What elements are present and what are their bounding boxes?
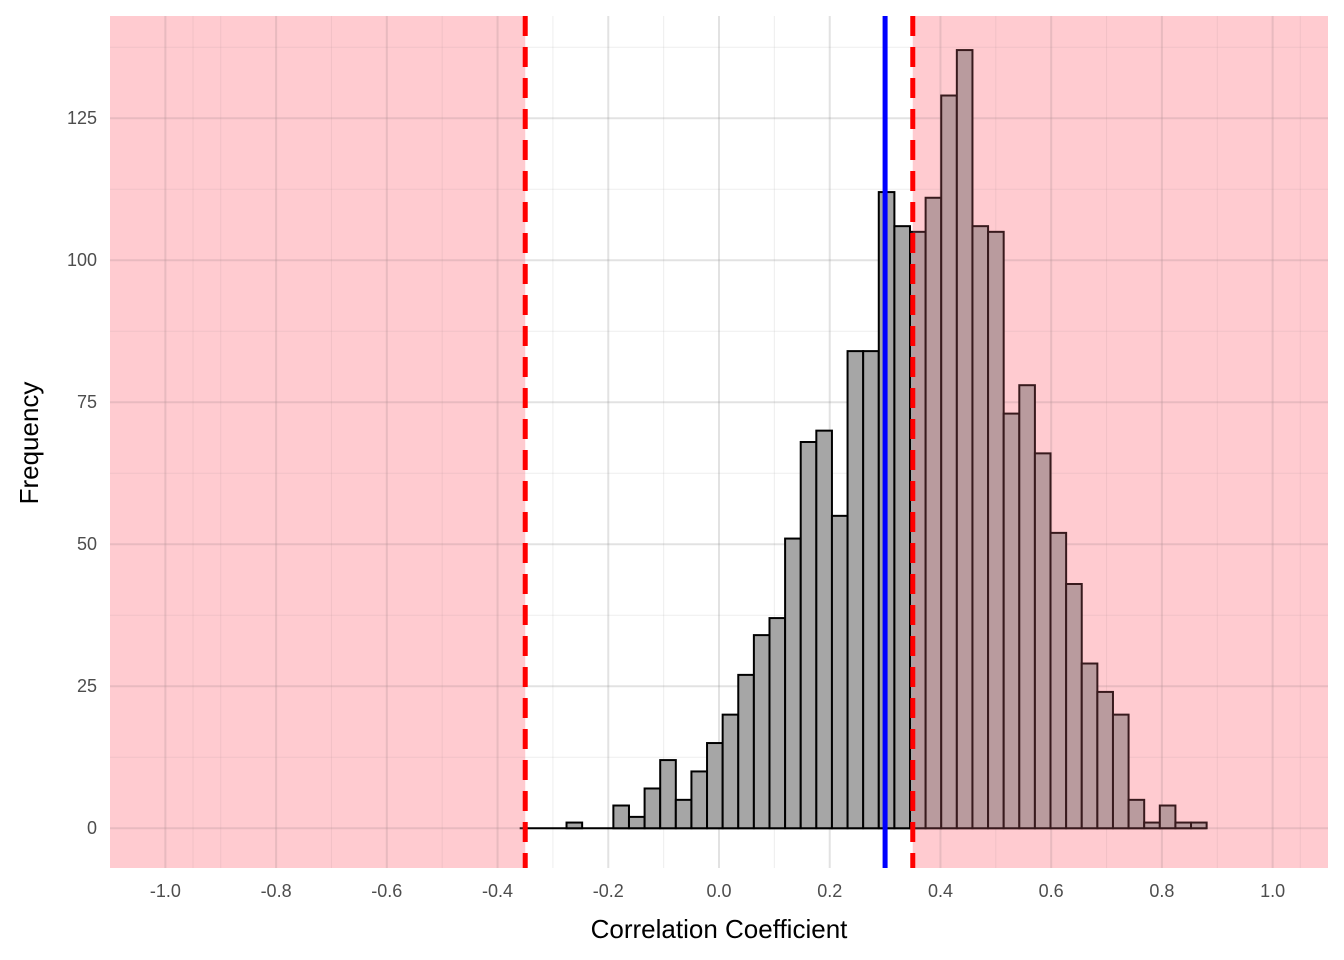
histogram-bar xyxy=(1158,804,1177,830)
histogram-bar xyxy=(752,634,771,830)
reference-lines xyxy=(522,16,916,868)
y-axis-title: Frequency xyxy=(14,382,44,505)
y-axis-tick-labels: 0 25 50 75 100 125 xyxy=(67,108,97,838)
histogram-bar xyxy=(690,770,709,830)
histogram-bar xyxy=(1127,798,1146,830)
histogram-bar xyxy=(846,350,865,830)
x-tick-label: -1.0 xyxy=(150,881,181,901)
histogram-bar xyxy=(674,798,693,830)
histogram-bar xyxy=(799,441,818,830)
histogram-bar xyxy=(784,537,802,830)
histogram-bar xyxy=(706,742,724,830)
histogram-bar xyxy=(815,429,833,830)
x-tick-label: 0.8 xyxy=(1149,881,1174,901)
x-tick-label: -0.4 xyxy=(482,881,513,901)
x-tick-label: 0.4 xyxy=(928,881,953,901)
shaded-region-0 xyxy=(110,16,526,868)
y-tick-label: 25 xyxy=(77,676,97,696)
histogram-bar xyxy=(721,713,740,830)
histogram-bar xyxy=(1190,821,1208,830)
histogram-bar xyxy=(830,514,849,830)
histogram-bar xyxy=(1111,713,1130,830)
histogram-bar xyxy=(737,673,755,830)
histogram-bar xyxy=(565,821,584,830)
x-tick-label: 0.0 xyxy=(706,881,731,901)
x-tick-label: 0.6 xyxy=(1039,881,1064,901)
histogram-bar xyxy=(612,804,630,830)
histogram-bar xyxy=(643,787,662,830)
y-tick-label: 75 xyxy=(77,392,97,412)
x-tick-label: -0.6 xyxy=(371,881,402,901)
x-axis-title: Correlation Coefficient xyxy=(591,914,849,944)
histogram-bar xyxy=(862,350,880,830)
shaded-region-overlay-0 xyxy=(110,16,526,868)
histogram-bar xyxy=(768,617,787,830)
histogram-bar xyxy=(659,759,677,830)
shaded-region-overlay-1 xyxy=(912,16,1328,868)
histogram-bars xyxy=(110,16,1328,868)
y-tick-label: 100 xyxy=(67,250,97,270)
critical-region-shading xyxy=(110,16,1328,868)
x-tick-label: 1.0 xyxy=(1260,881,1285,901)
x-tick-label: 0.2 xyxy=(817,881,842,901)
y-tick-label: 0 xyxy=(87,818,97,838)
x-axis-tick-labels: -1.0 -0.8 -0.6 -0.4 -0.2 0.0 0.2 0.4 0.6 0.8 1.0 xyxy=(150,881,1285,901)
x-tick-label: -0.8 xyxy=(261,881,292,901)
y-tick-label: 125 xyxy=(67,108,97,128)
histogram-bar xyxy=(893,225,912,830)
histogram-bar xyxy=(627,815,646,830)
y-tick-label: 50 xyxy=(77,534,97,554)
x-tick-label: -0.2 xyxy=(593,881,624,901)
